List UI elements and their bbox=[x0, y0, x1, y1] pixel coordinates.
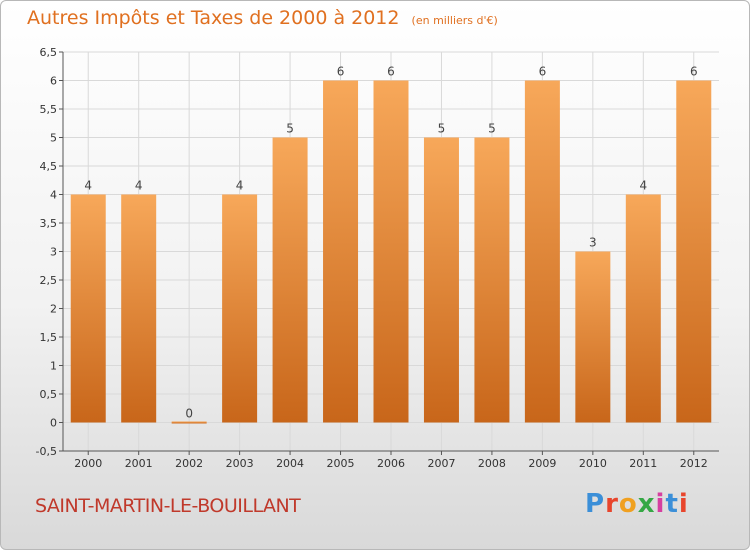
bar-2003 bbox=[222, 194, 258, 423]
x-tick-label: 2003 bbox=[226, 457, 254, 470]
axes: -0,5 0 0,5 1 1,5 2 2,5 3 3,5 4 4,5 5 5,5 6 6,5 2000 2001… bbox=[36, 46, 719, 470]
bar-2001 bbox=[121, 194, 157, 423]
x-tick-label: 2010 bbox=[579, 457, 607, 470]
proxiti-logo[interactable]: Proxiti bbox=[585, 489, 689, 519]
y-tick-label: 1,5 bbox=[40, 331, 58, 344]
x-tick-label: 2005 bbox=[327, 457, 355, 470]
bar-2007 bbox=[423, 137, 459, 423]
data-label-2012: 6 bbox=[690, 65, 698, 79]
x-tick-label: 2001 bbox=[125, 457, 153, 470]
bar-2004 bbox=[272, 137, 308, 423]
y-tick-label: 2,5 bbox=[40, 274, 58, 287]
data-label-2002: 0 bbox=[185, 407, 193, 421]
data-label-2001: 4 bbox=[135, 179, 143, 193]
data-label-2000: 4 bbox=[84, 179, 92, 193]
y-tick-label: 2 bbox=[50, 303, 57, 316]
data-label-2011: 4 bbox=[639, 179, 647, 193]
y-tick-label: 3 bbox=[50, 246, 57, 259]
bar-2008 bbox=[474, 137, 510, 423]
bars bbox=[70, 80, 712, 424]
bar-2011 bbox=[625, 194, 661, 423]
data-label-2005: 6 bbox=[337, 65, 345, 79]
y-tick-label: 4,5 bbox=[40, 160, 58, 173]
logo-letter: x bbox=[637, 489, 656, 519]
data-label-2008: 5 bbox=[488, 122, 496, 136]
x-tick-label: 2011 bbox=[629, 457, 657, 470]
y-tick-label: 5,5 bbox=[40, 103, 58, 116]
data-labels: 4 4 0 4 5 6 6 5 5 6 3 4 6 bbox=[84, 65, 697, 421]
y-tick-label: 5 bbox=[50, 132, 57, 145]
y-tick-label: 3,5 bbox=[40, 217, 58, 230]
y-tick-label: 4 bbox=[50, 189, 57, 202]
bar-2000 bbox=[70, 194, 106, 423]
y-tick-label: 0 bbox=[50, 417, 57, 430]
data-label-2004: 5 bbox=[286, 122, 294, 136]
x-tick-label: 2000 bbox=[74, 457, 102, 470]
x-tick-label: 2004 bbox=[276, 457, 304, 470]
logo-letter: i bbox=[678, 489, 689, 519]
x-tick-label: 2007 bbox=[427, 457, 455, 470]
bar-2002 bbox=[171, 421, 207, 424]
logo-letter: t bbox=[665, 489, 679, 519]
logo-letter: r bbox=[605, 489, 619, 519]
title-text: Autres Impôts et Taxes de 2000 à 2012 bbox=[27, 7, 400, 29]
bar-2010 bbox=[575, 251, 611, 423]
y-tick-label: 6,5 bbox=[40, 46, 58, 59]
chart-title: Autres Impôts et Taxes de 2000 à 2012 (e… bbox=[27, 7, 498, 29]
unit-label: (en milliers d'€) bbox=[411, 14, 498, 27]
x-tick-label: 2012 bbox=[680, 457, 708, 470]
y-tick-label: -0,5 bbox=[36, 445, 57, 458]
data-label-2009: 6 bbox=[539, 65, 547, 79]
data-label-2010: 3 bbox=[589, 236, 597, 250]
x-tick-label: 2002 bbox=[175, 457, 203, 470]
logo-letter: i bbox=[655, 489, 666, 519]
bar-2005 bbox=[323, 80, 359, 423]
y-tick-label: 6 bbox=[50, 75, 57, 88]
logo-letter: o bbox=[618, 489, 638, 519]
x-tick-label: 2009 bbox=[528, 457, 556, 470]
data-label-2003: 4 bbox=[236, 179, 244, 193]
y-tick-label: 1 bbox=[50, 360, 57, 373]
place-name: SAINT-MARTIN-LE-BOUILLANT bbox=[35, 495, 301, 517]
data-label-2007: 5 bbox=[438, 122, 446, 136]
bar-2006 bbox=[373, 80, 409, 423]
bar-2009 bbox=[524, 80, 560, 423]
logo-letter: P bbox=[585, 489, 606, 519]
data-label-2006: 6 bbox=[387, 65, 395, 79]
bar-2012 bbox=[676, 80, 712, 423]
x-tick-label: 2006 bbox=[377, 457, 405, 470]
y-tick-label: 0,5 bbox=[40, 388, 58, 401]
x-tick-label: 2008 bbox=[478, 457, 506, 470]
